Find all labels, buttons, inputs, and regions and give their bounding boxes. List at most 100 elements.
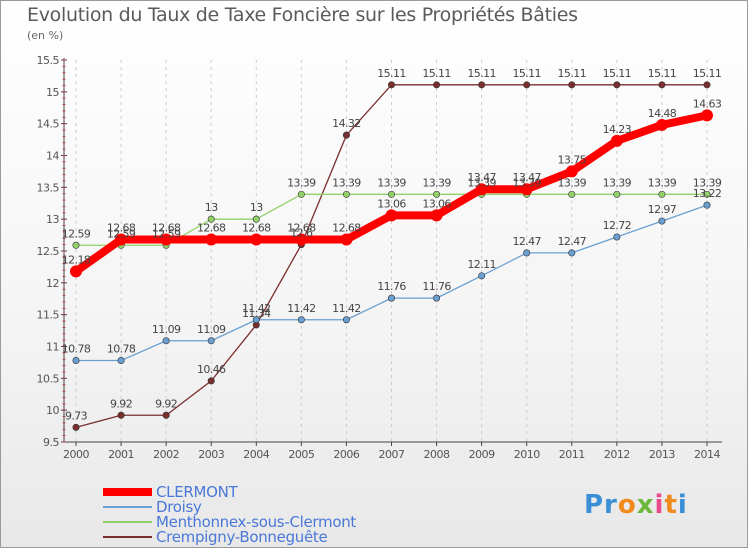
x-tick-label: 2008 xyxy=(424,448,450,461)
data-point-clermont xyxy=(475,183,488,196)
data-label-menthonnex: 13.39 xyxy=(377,176,406,189)
data-label-droisy: 11.42 xyxy=(332,302,361,315)
x-tick-label: 2007 xyxy=(379,448,405,461)
data-point-crempigny xyxy=(433,81,441,89)
data-label-menthonnex: 13.39 xyxy=(287,176,316,189)
data-label-crempigny: 15.11 xyxy=(648,67,677,80)
data-point-menthonnex xyxy=(207,215,215,223)
data-label-clermont: 13.47 xyxy=(467,171,496,184)
x-tick-label: 2001 xyxy=(108,448,134,461)
data-label-droisy: 11.09 xyxy=(197,323,226,336)
data-point-menthonnex xyxy=(297,190,305,198)
data-point-droisy xyxy=(117,357,125,365)
data-point-menthonnex xyxy=(433,190,441,198)
data-point-menthonnex xyxy=(387,190,395,198)
data-label-menthonnex: 13.39 xyxy=(648,176,677,189)
data-label-menthonnex: 13 xyxy=(250,201,263,214)
y-tick-label: 12.5 xyxy=(37,245,60,258)
data-point-crempigny xyxy=(613,81,621,89)
data-label-droisy: 12.47 xyxy=(512,235,541,248)
data-label-droisy: 11.09 xyxy=(152,323,181,336)
data-point-droisy xyxy=(568,249,576,257)
data-label-clermont: 12.68 xyxy=(197,222,226,235)
data-point-crempigny xyxy=(568,81,576,89)
data-point-clermont xyxy=(70,265,82,278)
x-tick-label: 2009 xyxy=(469,448,495,461)
x-tick-label: 2010 xyxy=(514,448,540,461)
x-tick-label: 2013 xyxy=(649,448,675,461)
data-label-clermont: 12.68 xyxy=(332,222,361,235)
data-label-clermont: 14.48 xyxy=(648,107,677,120)
data-label-crempigny: 15.11 xyxy=(422,67,451,80)
data-point-crempigny xyxy=(387,81,395,89)
data-point-menthonnex xyxy=(613,190,621,198)
data-point-clermont xyxy=(610,134,623,147)
data-label-crempigny: 9.73 xyxy=(65,409,88,422)
data-label-menthonnex: 12.59 xyxy=(107,227,136,240)
data-point-crempigny xyxy=(162,411,170,419)
y-tick-label: 13.5 xyxy=(37,181,60,194)
data-label-droisy: 10.78 xyxy=(107,343,136,356)
y-tick-label: 9.5 xyxy=(43,436,59,449)
data-label-droisy: 13.22 xyxy=(693,187,722,200)
data-point-clermont xyxy=(295,233,308,246)
data-point-crempigny xyxy=(658,81,666,89)
data-point-droisy xyxy=(613,233,621,241)
data-label-menthonnex: 13.39 xyxy=(467,176,496,189)
data-point-menthonnex xyxy=(72,241,80,249)
data-label-clermont: 12.68 xyxy=(107,222,136,235)
legend-label-clermont: CLERMONT xyxy=(156,483,239,501)
data-point-clermont xyxy=(701,109,713,122)
data-label-crempigny: 9.92 xyxy=(155,397,177,410)
data-point-droisy xyxy=(252,316,260,324)
data-label-menthonnex: 13 xyxy=(205,201,218,214)
data-point-clermont xyxy=(655,118,668,131)
data-point-menthonnex xyxy=(342,190,350,198)
data-label-droisy: 11.76 xyxy=(422,280,451,293)
y-tick-label: 15 xyxy=(46,86,59,99)
y-tick-label: 14 xyxy=(46,150,59,163)
data-point-crempigny xyxy=(207,377,215,385)
data-label-crempigny: 9.92 xyxy=(110,397,132,410)
data-point-droisy xyxy=(387,294,395,302)
y-tick-label: 15.5 xyxy=(37,54,60,67)
x-tick-label: 2002 xyxy=(153,448,179,461)
data-point-clermont xyxy=(160,233,173,246)
data-label-clermont: 12.18 xyxy=(62,253,91,266)
x-tick-label: 2004 xyxy=(243,448,269,461)
data-point-crempigny xyxy=(117,411,125,419)
data-point-crempigny xyxy=(703,81,711,89)
data-label-crempigny: 15.11 xyxy=(558,67,587,80)
x-tick-label: 2005 xyxy=(288,448,314,461)
data-label-crempigny: 15.11 xyxy=(377,67,406,80)
data-label-droisy: 12.11 xyxy=(467,258,496,271)
unit-label: (en %) xyxy=(27,29,64,42)
data-label-clermont: 13.06 xyxy=(377,197,406,210)
data-label-menthonnex: 13.39 xyxy=(603,176,632,189)
data-point-crempigny xyxy=(523,81,531,89)
data-point-clermont xyxy=(205,233,218,246)
data-point-droisy xyxy=(162,337,170,345)
data-label-droisy: 10.78 xyxy=(62,343,91,356)
legend-label-droisy: Droisy xyxy=(156,498,202,516)
data-point-clermont xyxy=(340,233,353,246)
data-label-clermont: 12.68 xyxy=(152,222,181,235)
data-label-menthonnex: 13.39 xyxy=(693,176,722,189)
data-label-menthonnex: 13.39 xyxy=(332,176,361,189)
y-tick-label: 11 xyxy=(46,341,59,354)
data-label-menthonnex: 12.59 xyxy=(152,227,181,240)
chart-title: Evolution du Taux de Taxe Foncière sur l… xyxy=(27,4,578,26)
data-label-droisy: 11.76 xyxy=(377,280,406,293)
data-label-crempigny: 12.6 xyxy=(290,227,313,240)
data-label-clermont: 13.06 xyxy=(422,197,451,210)
data-point-droisy xyxy=(703,201,711,209)
data-point-crempigny xyxy=(72,423,80,431)
data-label-droisy: 12.97 xyxy=(648,203,677,216)
data-point-droisy xyxy=(523,249,531,257)
legend-label-menthonnex: Menthonnex-sous-Clermont xyxy=(156,513,356,531)
data-point-crempigny xyxy=(342,131,350,139)
data-label-menthonnex: 13.39 xyxy=(558,176,587,189)
data-label-droisy: 12.47 xyxy=(558,235,587,248)
data-point-clermont xyxy=(565,165,578,178)
